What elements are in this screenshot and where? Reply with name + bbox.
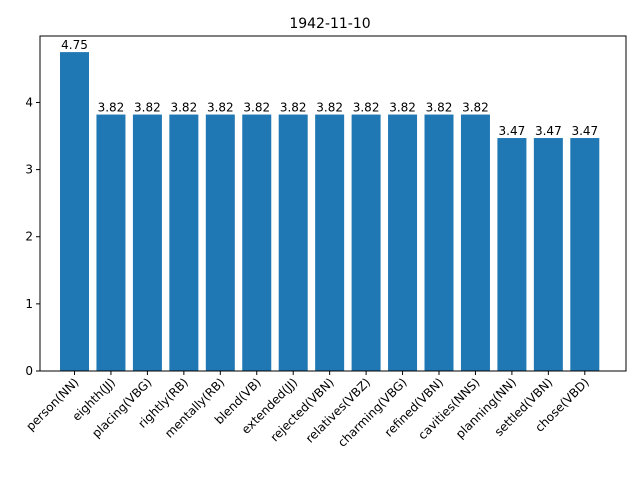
data-label-13: 3.47	[499, 124, 526, 138]
plot-frame	[39, 35, 627, 372]
bars-group	[60, 52, 600, 372]
y-tick-label-0: 0	[25, 364, 33, 378]
data-labels-group: 4.75 3.82 3.82 3.82 3.82 3.82 3.82 3.82 3.82 3.82…	[61, 38, 598, 138]
data-label-10: 3.82	[389, 101, 416, 115]
data-label-8: 3.82	[316, 101, 343, 115]
y-axis: 0 1 2 3 4	[25, 95, 40, 378]
x-axis: person(NN)eighth(JJ)placing(VBG)rightly(…	[23, 371, 592, 450]
data-label-6: 3.82	[243, 101, 270, 115]
data-label-4: 3.82	[170, 101, 197, 115]
data-label-12: 3.82	[462, 101, 489, 115]
y-tick-label-2: 2	[25, 230, 33, 244]
bar-9	[351, 114, 381, 372]
data-label-15: 3.47	[571, 124, 598, 138]
bar-2	[96, 114, 126, 372]
bar-10	[388, 114, 418, 372]
data-label-7: 3.82	[280, 101, 307, 115]
bar-7	[278, 114, 308, 372]
bar-12	[460, 114, 490, 372]
data-label-5: 3.82	[207, 101, 234, 115]
chart-title: 1942-11-10	[289, 16, 370, 32]
y-tick-label-4: 4	[25, 95, 33, 109]
bar-3	[132, 114, 162, 372]
bar-11	[424, 114, 454, 372]
y-tick-label-1: 1	[25, 297, 33, 311]
bar-5	[205, 114, 235, 372]
bar-6	[242, 114, 272, 372]
bar-4	[169, 114, 199, 372]
data-label-1: 4.75	[61, 38, 88, 52]
data-label-11: 3.82	[426, 101, 453, 115]
y-tick-label-3: 3	[25, 163, 33, 177]
data-label-3: 3.82	[134, 101, 161, 115]
bar-13	[497, 138, 527, 371]
bar-14	[533, 138, 563, 371]
x-tick-label-1: person(NN)	[23, 375, 81, 433]
data-label-14: 3.47	[535, 124, 562, 138]
data-label-2: 3.82	[98, 101, 125, 115]
bar-8	[315, 114, 345, 372]
x-tick-label-9: relatives(VBZ)	[303, 375, 373, 445]
x-tick-label-8: rejected(VBN)	[268, 375, 337, 444]
bar-15	[570, 138, 600, 371]
data-label-9: 3.82	[353, 101, 380, 115]
bar-1	[60, 52, 89, 372]
